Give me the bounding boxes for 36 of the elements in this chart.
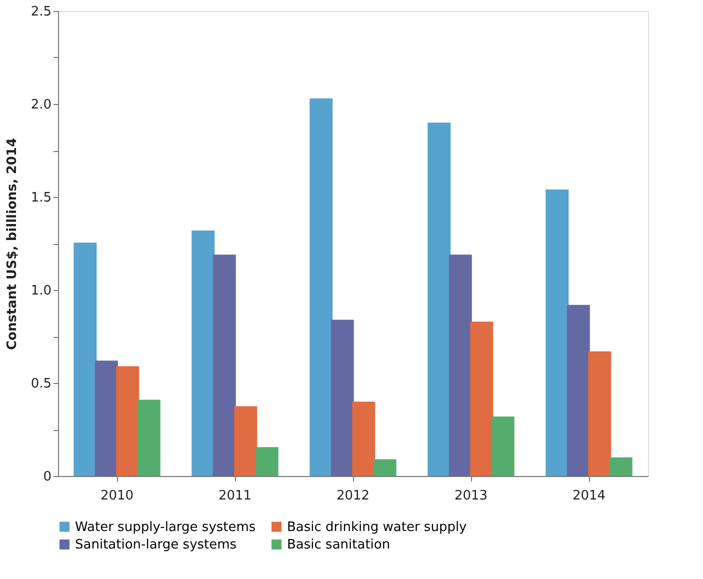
bar bbox=[428, 122, 451, 476]
bar bbox=[470, 322, 494, 476]
bar bbox=[491, 416, 514, 476]
y-tick-label: 0 bbox=[43, 470, 52, 484]
y-tick-label: 2.5 bbox=[30, 4, 52, 20]
bar bbox=[546, 190, 569, 476]
bar bbox=[137, 400, 160, 476]
legend-label: Basic drinking water supply bbox=[287, 520, 468, 535]
x-tick-label: 2010 bbox=[100, 488, 134, 504]
y-tick-label: 2.0 bbox=[30, 98, 52, 112]
y-tick-label: 0.5 bbox=[30, 376, 52, 392]
x-tick-label: 2011 bbox=[218, 488, 252, 504]
y-tick-label: 1.0 bbox=[30, 284, 52, 298]
bar bbox=[588, 351, 612, 476]
x-tick-label: 2012 bbox=[336, 488, 370, 504]
y-axis-title: Constant US$, billlions, 2014 bbox=[4, 138, 20, 350]
bar bbox=[94, 360, 118, 476]
bar bbox=[330, 320, 354, 476]
bar bbox=[212, 254, 236, 476]
bar bbox=[566, 304, 590, 476]
y-tick-label: 1.5 bbox=[30, 190, 52, 206]
x-tick-label: 2013 bbox=[454, 488, 488, 504]
bar bbox=[74, 242, 97, 476]
bar bbox=[310, 98, 333, 476]
bar bbox=[255, 447, 278, 476]
legend-label: Basic sanitation bbox=[287, 538, 390, 552]
bar bbox=[352, 402, 376, 476]
bar bbox=[609, 457, 632, 476]
bar bbox=[373, 459, 396, 476]
bar bbox=[116, 366, 140, 476]
bar bbox=[192, 230, 215, 476]
bar bbox=[448, 254, 472, 476]
x-tick-label: 2014 bbox=[572, 488, 606, 504]
legend-label: Water supply-large systems bbox=[75, 520, 256, 535]
bar bbox=[234, 406, 258, 476]
legend-label: Sanitation-large systems bbox=[75, 538, 237, 552]
